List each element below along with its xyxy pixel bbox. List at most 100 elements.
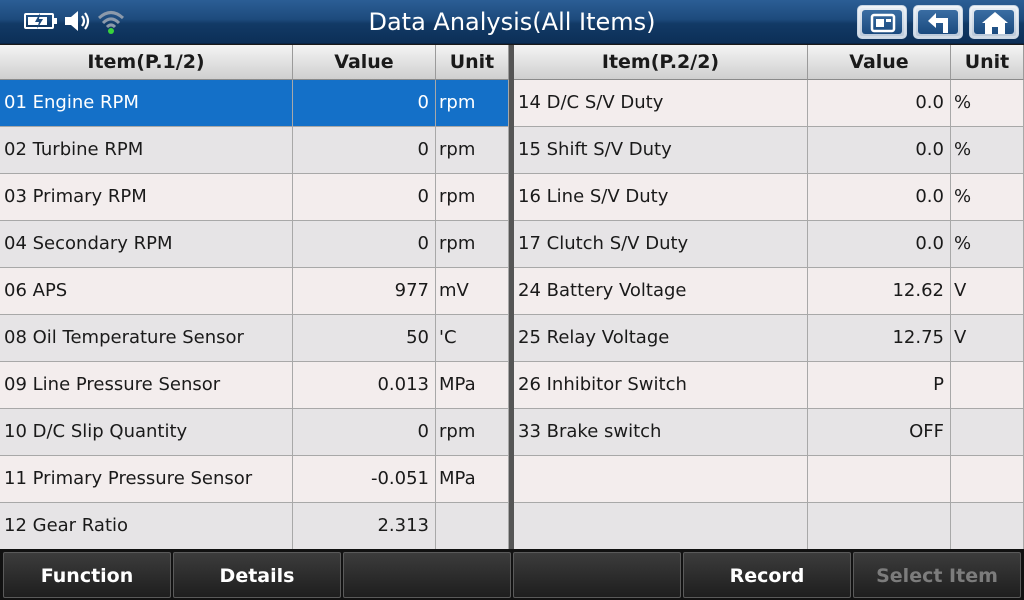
- item-value-cell: 0: [293, 127, 436, 173]
- data-table-page-2: Item(P.2/2) Value Unit 14 D/C S/V Duty 0.…: [514, 45, 1024, 550]
- column-header-item: Item(P.2/2): [514, 45, 808, 80]
- data-table-page-1: Item(P.1/2) Value Unit 01 Engine RPM 0 rpm…: [0, 45, 509, 550]
- item-unit-cell: mV: [436, 268, 509, 314]
- item-name-cell: 09 Line Pressure Sensor: [0, 362, 293, 408]
- function-button[interactable]: Function: [3, 552, 171, 598]
- table-row[interactable]: 11 Primary Pressure Sensor -0.051 MPa: [0, 456, 509, 503]
- item-value-cell: 0: [293, 409, 436, 455]
- table-row[interactable]: 25 Relay Voltage 12.75 V: [514, 315, 1024, 362]
- item-name-cell: 12 Gear Ratio: [0, 503, 293, 549]
- item-unit-cell: %: [951, 174, 1024, 220]
- item-unit-cell: [951, 409, 1024, 455]
- column-header-item: Item(P.1/2): [0, 45, 293, 80]
- item-value-cell: 0.0: [808, 127, 951, 173]
- column-header-unit: Unit: [951, 45, 1024, 80]
- table-row[interactable]: 26 Inhibitor Switch P: [514, 362, 1024, 409]
- back-arrow-icon: [928, 13, 948, 33]
- item-value-cell: 0.0: [808, 221, 951, 267]
- item-name-cell: 10 D/C Slip Quantity: [0, 409, 293, 455]
- item-value-cell: [808, 456, 951, 502]
- table-divider: [509, 45, 514, 549]
- item-name-cell: [514, 503, 808, 549]
- item-name-cell: 02 Turbine RPM: [0, 127, 293, 173]
- table-row[interactable]: 06 APS 977 mV: [0, 268, 509, 315]
- item-value-cell: 0: [293, 80, 436, 126]
- item-unit-cell: MPa: [436, 456, 509, 502]
- item-value-cell: 0: [293, 221, 436, 267]
- item-value-cell: 0.013: [293, 362, 436, 408]
- item-unit-cell: %: [951, 127, 1024, 173]
- item-unit-cell: [951, 456, 1024, 502]
- item-unit-cell: 'C: [436, 315, 509, 361]
- table-row[interactable]: 24 Battery Voltage 12.62 V: [514, 268, 1024, 315]
- item-value-cell: 12.62: [808, 268, 951, 314]
- item-name-cell: 14 D/C S/V Duty: [514, 80, 808, 126]
- column-header-value: Value: [808, 45, 951, 80]
- table-row[interactable]: [514, 503, 1024, 550]
- item-name-cell: 26 Inhibitor Switch: [514, 362, 808, 408]
- table-row[interactable]: 12 Gear Ratio 2.313: [0, 503, 509, 550]
- item-unit-cell: [436, 503, 509, 549]
- table-row[interactable]: 16 Line S/V Duty 0.0%: [514, 174, 1024, 221]
- home-button[interactable]: [969, 5, 1019, 39]
- table-row[interactable]: 09 Line Pressure Sensor 0.013 MPa: [0, 362, 509, 409]
- item-name-cell: 25 Relay Voltage: [514, 315, 808, 361]
- screenshot-button[interactable]: [857, 5, 907, 39]
- item-unit-cell: rpm: [436, 409, 509, 455]
- item-value-cell: 2.313: [293, 503, 436, 549]
- item-name-cell: 08 Oil Temperature Sensor: [0, 315, 293, 361]
- table-row[interactable]: 03 Primary RPM 0 rpm: [0, 174, 509, 221]
- table-row[interactable]: 04 Secondary RPM 0 rpm: [0, 221, 509, 268]
- item-unit-cell: [951, 503, 1024, 549]
- table-row[interactable]: 08 Oil Temperature Sensor 50 'C: [0, 315, 509, 362]
- item-unit-cell: %: [951, 80, 1024, 126]
- item-name-cell: 15 Shift S/V Duty: [514, 127, 808, 173]
- screenshot-icon: [870, 13, 896, 33]
- table-row[interactable]: [514, 456, 1024, 503]
- item-value-cell: -0.051: [293, 456, 436, 502]
- battery-charging-icon: [24, 13, 57, 29]
- item-name-cell: 17 Clutch S/V Duty: [514, 221, 808, 267]
- details-button[interactable]: Details: [173, 552, 341, 598]
- item-unit-cell: %: [951, 221, 1024, 267]
- item-value-cell: 0.0: [808, 80, 951, 126]
- item-name-cell: [514, 456, 808, 502]
- speaker-icon: [65, 11, 90, 31]
- home-icon: [982, 12, 1008, 34]
- item-name-cell: 24 Battery Voltage: [514, 268, 808, 314]
- item-name-cell: 33 Brake switch: [514, 409, 808, 455]
- item-unit-cell: rpm: [436, 127, 509, 173]
- table-row[interactable]: 33 Brake switch OFF: [514, 409, 1024, 456]
- item-name-cell: 03 Primary RPM: [0, 174, 293, 220]
- bottom-toolbar: Function Details Record Select Item: [0, 549, 1024, 600]
- item-name-cell: 11 Primary Pressure Sensor: [0, 456, 293, 502]
- item-value-cell: 12.75: [808, 315, 951, 361]
- select-item-button: Select Item: [853, 552, 1021, 598]
- table-row[interactable]: 02 Turbine RPM 0 rpm: [0, 127, 509, 174]
- title-bar: Data Analysis(All Items): [0, 0, 1024, 44]
- page-title: Data Analysis(All Items): [368, 8, 656, 36]
- item-unit-cell: [951, 362, 1024, 408]
- table-row[interactable]: 15 Shift S/V Duty 0.0%: [514, 127, 1024, 174]
- item-name-cell: 06 APS: [0, 268, 293, 314]
- back-button[interactable]: [913, 5, 963, 39]
- item-value-cell: 50: [293, 315, 436, 361]
- item-value-cell: OFF: [808, 409, 951, 455]
- item-value-cell: 977: [293, 268, 436, 314]
- item-value-cell: 0.0: [808, 174, 951, 220]
- table-row[interactable]: 01 Engine RPM 0 rpm: [0, 80, 509, 127]
- item-unit-cell: rpm: [436, 80, 509, 126]
- table-row[interactable]: 10 D/C Slip Quantity 0 rpm: [0, 409, 509, 456]
- empty-button-3[interactable]: [343, 552, 511, 598]
- wifi-icon: [97, 11, 125, 34]
- table-row[interactable]: 17 Clutch S/V Duty 0.0%: [514, 221, 1024, 268]
- item-name-cell: 16 Line S/V Duty: [514, 174, 808, 220]
- table-row[interactable]: 14 D/C S/V Duty 0.0%: [514, 80, 1024, 127]
- record-button[interactable]: Record: [683, 552, 851, 598]
- empty-button-4[interactable]: [513, 552, 681, 598]
- item-unit-cell: rpm: [436, 221, 509, 267]
- item-value-cell: [808, 503, 951, 549]
- item-name-cell: 04 Secondary RPM: [0, 221, 293, 267]
- item-unit-cell: MPa: [436, 362, 509, 408]
